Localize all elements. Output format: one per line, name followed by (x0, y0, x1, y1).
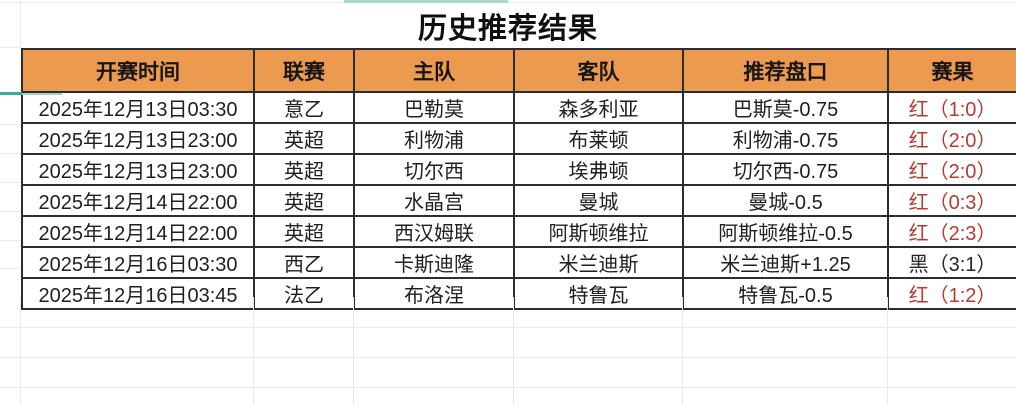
cell-result[interactable]: 红（2:3） (887, 215, 1016, 248)
cell-handicap[interactable]: 米兰迪斯+1.25 (682, 246, 889, 279)
cell-home[interactable]: 切尔西 (353, 153, 515, 186)
row-number-gutter[interactable] (0, 0, 21, 405)
header-row: 开赛时间 联赛 主队 客队 推荐盘口 赛果 (21, 48, 1016, 93)
selection-accent-top (344, 0, 508, 3)
gridline (0, 268, 21, 269)
gridline (0, 240, 21, 241)
column-header-result[interactable]: 赛果 (887, 48, 1016, 93)
cell-time[interactable]: 2025年12月16日03:45 (21, 277, 255, 310)
gridline (682, 297, 683, 405)
top-gridline (0, 2, 1016, 3)
cell-league[interactable]: 英超 (253, 153, 355, 186)
gridline (353, 297, 354, 405)
cell-away[interactable]: 森多利亚 (513, 91, 684, 124)
cell-handicap[interactable]: 阿斯顿维拉-0.5 (682, 215, 889, 248)
cell-home[interactable]: 卡斯迪隆 (353, 246, 515, 279)
cell-away[interactable]: 特鲁瓦 (513, 277, 684, 310)
cell-league[interactable]: 法乙 (253, 277, 355, 310)
cell-away[interactable]: 曼城 (513, 184, 684, 217)
cell-home[interactable]: 西汉姆联 (353, 215, 515, 248)
cell-handicap[interactable]: 切尔西-0.75 (682, 153, 889, 186)
table-row: 2025年12月16日03:45 法乙 布洛涅 特鲁瓦 特鲁瓦-0.5 红（1:… (21, 277, 1016, 310)
cell-result[interactable]: 红（1:2） (887, 277, 1016, 310)
cell-time[interactable]: 2025年12月13日23:00 (21, 153, 255, 186)
cell-time[interactable]: 2025年12月16日03:30 (21, 246, 255, 279)
column-header-league[interactable]: 联赛 (253, 48, 355, 93)
cell-league[interactable]: 英超 (253, 122, 355, 155)
column-header-home[interactable]: 主队 (353, 48, 515, 93)
gridline (0, 182, 21, 183)
table-row: 2025年12月13日03:30 意乙 巴勒莫 森多利亚 巴斯莫-0.75 红（… (21, 91, 1016, 124)
cell-result[interactable]: 黑（3:1） (887, 246, 1016, 279)
selection-accent-left-light (22, 93, 62, 95)
selection-accent-left (0, 92, 22, 95)
gridline (0, 211, 21, 212)
gridline (20, 297, 21, 405)
table-row: 2025年12月16日03:30 西乙 卡斯迪隆 米兰迪斯 米兰迪斯+1.25 … (21, 246, 1016, 279)
cell-handicap[interactable]: 巴斯莫-0.75 (682, 91, 889, 124)
gridline (0, 153, 21, 154)
gridline (887, 297, 888, 405)
cell-away[interactable]: 埃弗顿 (513, 153, 684, 186)
gridline (0, 47, 21, 48)
gridline (0, 357, 1016, 358)
cell-handicap[interactable]: 曼城-0.5 (682, 184, 889, 217)
cell-home[interactable]: 布洛涅 (353, 277, 515, 310)
cell-away[interactable]: 布莱顿 (513, 122, 684, 155)
cell-result[interactable]: 红（2:0） (887, 153, 1016, 186)
cell-league[interactable]: 英超 (253, 215, 355, 248)
column-header-time[interactable]: 开赛时间 (21, 48, 255, 93)
cell-league[interactable]: 英超 (253, 184, 355, 217)
cell-home[interactable]: 巴勒莫 (353, 91, 515, 124)
cell-away[interactable]: 米兰迪斯 (513, 246, 684, 279)
column-header-handicap[interactable]: 推荐盘口 (682, 48, 889, 93)
gridline (0, 387, 1016, 388)
table-row: 2025年12月13日23:00 英超 切尔西 埃弗顿 切尔西-0.75 红（2… (21, 153, 1016, 186)
cell-time[interactable]: 2025年12月14日22:00 (21, 184, 255, 217)
cell-time[interactable]: 2025年12月14日22:00 (21, 215, 255, 248)
page-title: 历史推荐结果 (417, 13, 598, 45)
gridline (253, 297, 254, 405)
gridline (20, 0, 21, 48)
cell-result[interactable]: 红（0:3） (887, 184, 1016, 217)
gridline (0, 327, 1016, 328)
table-row: 2025年12月13日23:00 英超 利物浦 布莱顿 利物浦-0.75 红（2… (21, 122, 1016, 155)
cell-time[interactable]: 2025年12月13日03:30 (21, 91, 255, 124)
cell-time[interactable]: 2025年12月13日23:00 (21, 122, 255, 155)
results-table: 开赛时间 联赛 主队 客队 推荐盘口 赛果 2025年12月13日03:30 意… (21, 48, 1016, 310)
cell-handicap[interactable]: 特鲁瓦-0.5 (682, 277, 889, 310)
cell-home[interactable]: 水晶宫 (353, 184, 515, 217)
cell-league[interactable]: 意乙 (253, 91, 355, 124)
cell-away[interactable]: 阿斯顿维拉 (513, 215, 684, 248)
cell-handicap[interactable]: 利物浦-0.75 (682, 122, 889, 155)
cell-league[interactable]: 西乙 (253, 246, 355, 279)
gridline (0, 124, 21, 125)
table-row: 2025年12月14日22:00 英超 水晶宫 曼城 曼城-0.5 红（0:3） (21, 184, 1016, 217)
gridline (513, 297, 514, 405)
cell-result[interactable]: 红（1:0） (887, 91, 1016, 124)
cell-result[interactable]: 红（2:0） (887, 122, 1016, 155)
cell-home[interactable]: 利物浦 (353, 122, 515, 155)
table-row: 2025年12月14日22:00 英超 西汉姆联 阿斯顿维拉 阿斯顿维拉-0.5… (21, 215, 1016, 248)
column-header-away[interactable]: 客队 (513, 48, 684, 93)
